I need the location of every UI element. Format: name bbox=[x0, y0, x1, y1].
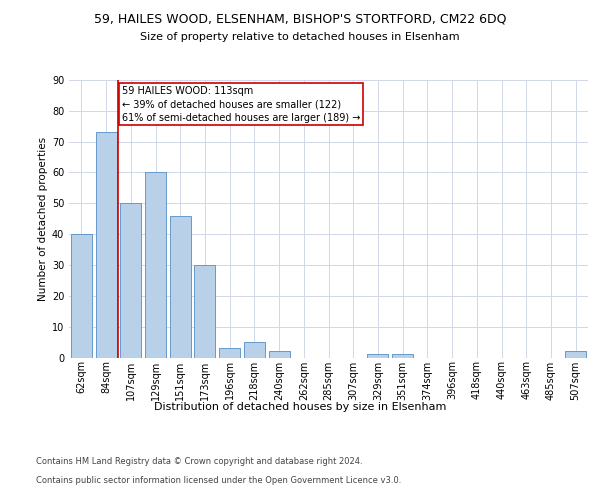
Bar bbox=[194, 265, 215, 358]
Y-axis label: Number of detached properties: Number of detached properties bbox=[38, 136, 47, 301]
Bar bbox=[170, 216, 191, 358]
Bar bbox=[367, 354, 388, 358]
Text: 59, HAILES WOOD, ELSENHAM, BISHOP'S STORTFORD, CM22 6DQ: 59, HAILES WOOD, ELSENHAM, BISHOP'S STOR… bbox=[94, 12, 506, 26]
Bar bbox=[565, 352, 586, 358]
Bar bbox=[269, 352, 290, 358]
Bar bbox=[244, 342, 265, 357]
Text: Distribution of detached houses by size in Elsenham: Distribution of detached houses by size … bbox=[154, 402, 446, 412]
Bar bbox=[145, 172, 166, 358]
Bar bbox=[120, 204, 141, 358]
Bar bbox=[219, 348, 240, 358]
Bar bbox=[392, 354, 413, 358]
Text: Contains public sector information licensed under the Open Government Licence v3: Contains public sector information licen… bbox=[36, 476, 401, 485]
Text: Size of property relative to detached houses in Elsenham: Size of property relative to detached ho… bbox=[140, 32, 460, 42]
Text: Contains HM Land Registry data © Crown copyright and database right 2024.: Contains HM Land Registry data © Crown c… bbox=[36, 458, 362, 466]
Bar bbox=[95, 132, 116, 358]
Bar bbox=[71, 234, 92, 358]
Text: 59 HAILES WOOD: 113sqm
← 39% of detached houses are smaller (122)
61% of semi-de: 59 HAILES WOOD: 113sqm ← 39% of detached… bbox=[122, 86, 361, 122]
